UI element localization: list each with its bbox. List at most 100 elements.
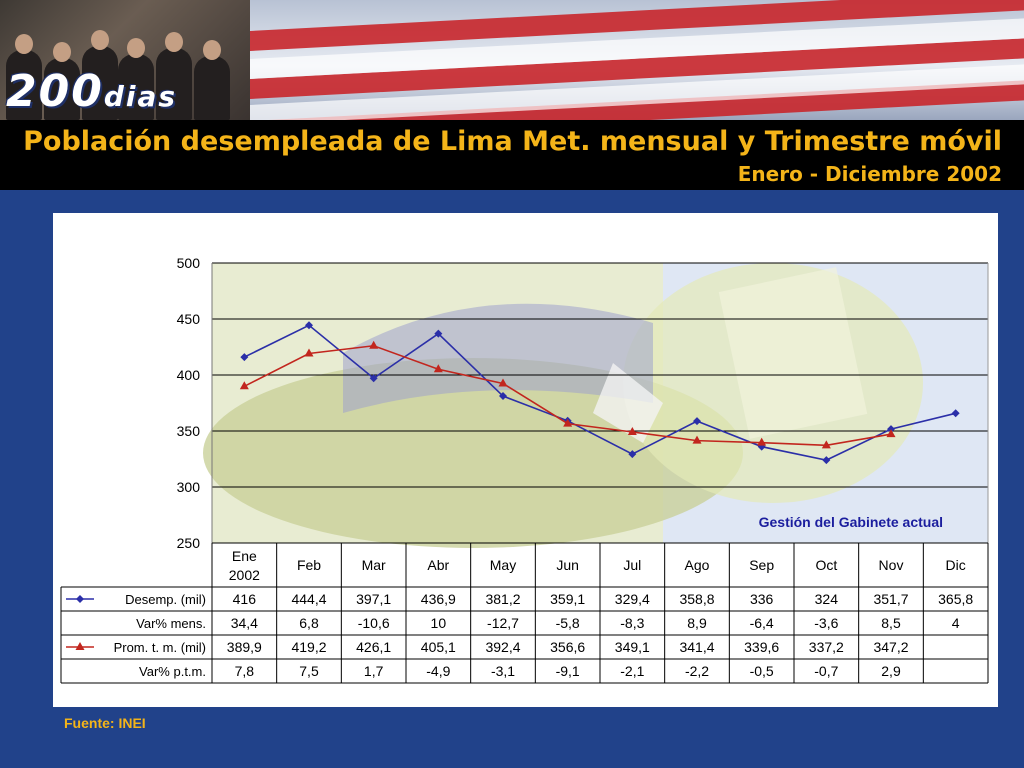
person-figure xyxy=(194,56,230,120)
data-point-marker xyxy=(887,425,895,434)
person-figure xyxy=(82,46,118,120)
table-cell: 337,2 xyxy=(809,639,844,655)
person-head xyxy=(165,32,183,52)
source-note: Fuente: INEI xyxy=(64,715,146,731)
illustration-paper xyxy=(593,363,663,443)
y-tick-label: 450 xyxy=(177,311,201,327)
header-banner: 200dias xyxy=(0,0,1024,120)
person-figure xyxy=(44,58,80,120)
table-cell: -8,3 xyxy=(620,615,644,631)
table-cell: 10 xyxy=(431,615,447,631)
annotation-text: Gestión del Gabinete actual xyxy=(759,514,943,530)
page-title: Población desempleada de Lima Met. mensu… xyxy=(23,126,1002,157)
table-cell: 347,2 xyxy=(873,639,908,655)
x-tick-label: Ago xyxy=(685,557,710,573)
table-row-label: Desemp. (mil) xyxy=(125,592,206,607)
data-point-marker xyxy=(499,392,507,401)
y-tick-label: 500 xyxy=(177,255,201,271)
table-cell: 381,2 xyxy=(485,591,520,607)
table-cell: -0,5 xyxy=(750,663,774,679)
table-cell: 1,7 xyxy=(364,663,384,679)
x-tick-label: Dic xyxy=(946,557,966,573)
table-row-label: Var% mens. xyxy=(136,616,206,631)
table-cell: -2,2 xyxy=(685,663,709,679)
table-cell: -0,7 xyxy=(814,663,838,679)
table-cell: 419,2 xyxy=(291,639,326,655)
table-cell: 356,6 xyxy=(550,639,585,655)
x-tick-label: 2002 xyxy=(229,567,260,583)
y-tick-label: 400 xyxy=(177,367,201,383)
data-point-marker xyxy=(498,378,508,387)
table-cell: -9,1 xyxy=(556,663,580,679)
x-tick-label: Jun xyxy=(556,557,579,573)
y-tick-label: 300 xyxy=(177,479,201,495)
table-cell: 34,4 xyxy=(231,615,258,631)
y-tick-label: 250 xyxy=(177,535,201,551)
x-tick-label: Mar xyxy=(362,557,386,573)
table-cell: 351,7 xyxy=(873,591,908,607)
data-point-marker xyxy=(822,456,831,465)
x-tick-label: Ene xyxy=(232,548,257,564)
table-cell: -3,1 xyxy=(491,663,515,679)
y-tick-label: 350 xyxy=(177,423,201,439)
data-point-marker xyxy=(434,329,443,338)
title-bar: Población desempleada de Lima Met. mensu… xyxy=(0,120,1024,190)
table-cell: 7,8 xyxy=(235,663,255,679)
data-point-marker xyxy=(304,348,314,357)
x-tick-label: Oct xyxy=(815,557,837,573)
person-head xyxy=(91,30,109,50)
table-cell: 339,6 xyxy=(744,639,779,655)
x-tick-label: Jul xyxy=(623,557,641,573)
data-point-marker xyxy=(239,381,249,390)
table-cell: 365,8 xyxy=(938,591,973,607)
data-point-marker xyxy=(563,418,573,427)
series-line-0 xyxy=(243,324,956,461)
data-point-marker xyxy=(627,427,637,436)
table-cell: 8,9 xyxy=(687,615,707,631)
person-figure xyxy=(156,48,192,120)
table-cell: 349,1 xyxy=(615,639,650,655)
table-cell: 405,1 xyxy=(421,639,456,655)
table-cell: 336 xyxy=(750,591,774,607)
table-cell: -6,4 xyxy=(750,615,774,631)
data-point-marker xyxy=(951,409,960,418)
data-point-marker xyxy=(240,353,249,362)
table-cell: 397,1 xyxy=(356,591,391,607)
table-cell: 6,8 xyxy=(299,615,319,631)
table-cell: 359,1 xyxy=(550,591,585,607)
x-tick-label: Nov xyxy=(879,557,904,573)
x-tick-label: Sep xyxy=(749,557,774,573)
person-figure xyxy=(118,54,154,120)
person-head xyxy=(203,40,221,60)
cabinet-photo xyxy=(0,0,250,120)
unemployment-chart: 500 450 400 350 300 250 Gestión del Gabinete a… xyxy=(60,255,989,684)
table-cell: 358,8 xyxy=(679,591,714,607)
person-head xyxy=(127,38,145,58)
table-cell: -10,6 xyxy=(358,615,390,631)
table-cell: 389,9 xyxy=(227,639,262,655)
data-point-marker xyxy=(821,440,831,449)
page-subtitle: Enero - Diciembre 2002 xyxy=(737,162,1002,186)
data-point-marker xyxy=(305,321,313,330)
data-point-marker xyxy=(692,435,702,444)
table-row-label: Var% p.t.m. xyxy=(139,664,206,679)
logo-200-dias: 200dias xyxy=(6,66,178,117)
illustration-crowd xyxy=(343,303,653,413)
table-cell: 416 xyxy=(233,591,257,607)
table-cell: -12,7 xyxy=(487,615,519,631)
chart-panel: 500 450 400 350 300 250 Gestión del Gabinete a… xyxy=(53,213,998,707)
data-point-marker xyxy=(757,437,767,446)
table-cell: 4 xyxy=(952,615,960,631)
illustration-calculator xyxy=(718,267,868,439)
data-point-marker xyxy=(886,429,896,438)
person-figure xyxy=(6,50,42,120)
data-point-marker xyxy=(369,340,379,349)
person-head xyxy=(15,34,33,54)
table-cell: -2,1 xyxy=(620,663,644,679)
table-cell: 7,5 xyxy=(299,663,319,679)
table-cell: 324 xyxy=(815,591,839,607)
table-cell: 8,5 xyxy=(881,615,901,631)
table-cell: -5,8 xyxy=(556,615,580,631)
data-point-marker xyxy=(628,450,637,459)
table-cell: 341,4 xyxy=(679,639,714,655)
